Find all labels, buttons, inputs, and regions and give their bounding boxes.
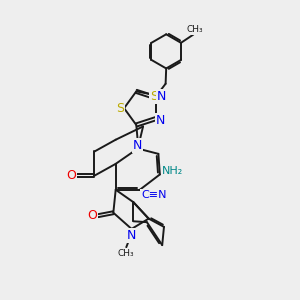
Text: S: S [150, 90, 158, 103]
Text: N: N [156, 114, 165, 128]
Text: O: O [87, 209, 97, 222]
Text: CH₃: CH₃ [187, 25, 203, 34]
Text: N: N [157, 90, 167, 103]
Text: C≡N: C≡N [141, 190, 167, 200]
Text: O: O [67, 169, 76, 182]
Text: N: N [127, 229, 136, 242]
Text: NH₂: NH₂ [162, 166, 183, 176]
Text: S: S [116, 102, 124, 115]
Text: N: N [133, 139, 142, 152]
Text: CH₃: CH₃ [118, 249, 135, 258]
